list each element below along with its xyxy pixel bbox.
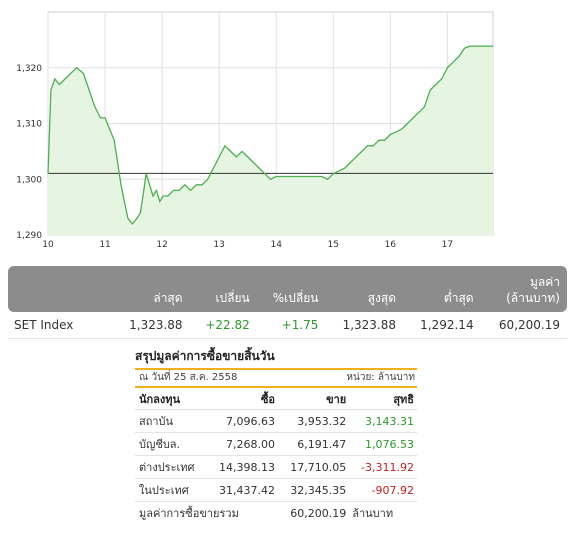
investor-total-label: มูลค่าการซื้อขายรวม [139,507,239,520]
summary-value: 60,200.19 [480,312,567,339]
investor-col-net: สุทธิ [349,389,417,410]
summary-header-name [8,266,112,312]
index-line [47,45,493,225]
y-tick-label: 1,290 [16,231,42,241]
x-tick-label: 16 [385,240,397,250]
investor-sell: 32,345.35 [278,478,350,502]
summary-header-value: มูลค่า (ล้านบาท) [480,266,567,312]
area-fill [48,46,493,235]
investor-buy: 7,096.63 [206,409,279,433]
investor-row: ในประเทศ 31,437.42 32,345.35 -907.92 [135,478,417,502]
investor-net: -3,311.92 [349,455,417,479]
summary-pct-change: +1.75 [256,312,326,339]
summary-header-low: ต่ำสุด [403,266,481,312]
summary-header-row: ล่าสุด เปลี่ยน %เปลี่ยน สูงสุด ต่ำสุด มู… [8,266,567,312]
investor-col-type: นักลงทุน [135,389,207,410]
summary-header-change: เปลี่ยน [189,266,257,312]
investor-total-row: มูลค่าการซื้อขายรวม 60,200.19 ล้านบาท [135,502,417,525]
investor-buy: 14,398.13 [206,455,279,479]
summary-header-value-line1: มูลค่า [529,275,560,289]
y-tick-label: 1,320 [16,64,42,74]
x-tick-label: 11 [99,240,110,250]
summary-header-pct-change: %เปลี่ยน [256,266,326,312]
summary-last: 1,323.88 [112,312,190,339]
set-index-summary-table: ล่าสุด เปลี่ยน %เปลี่ยน สูงสุด ต่ำสุด มู… [8,266,567,339]
investor-row: บัญชีบล. 7,268.00 6,191.47 1,076.53 [135,432,417,456]
x-tick-label: 12 [156,240,167,250]
summary-header-high: สูงสุด [325,266,404,312]
y-tick-label: 1,300 [16,175,42,185]
investor-buy: 7,268.00 [206,432,279,456]
summary-index-name[interactable]: SET Index [8,312,112,339]
summary-change: +22.82 [189,312,257,339]
investor-total-unit: ล้านบาท [352,507,394,520]
x-tick-label: 17 [442,240,453,250]
x-tick-label: 15 [328,240,339,250]
investor-col-sell: ขาย [278,389,350,410]
investor-table: นักลงทุน ซื้อ ขาย สุทธิ สถาบัน 7,096.63 … [135,389,417,524]
investor-total-value: 60,200.19 [290,506,347,520]
investor-header-row: นักลงทุน ซื้อ ขาย สุทธิ [135,389,417,410]
summary-header-last: ล่าสุด [112,266,190,312]
summary-row-set-index: SET Index 1,323.88 +22.82 +1.75 1,323.88… [8,312,567,339]
investor-summary-meta: ณ วันที่ 25 ส.ค. 2558 หน่วย: ล้านบาท [135,368,417,388]
investor-sell: 6,191.47 [278,432,350,456]
investor-net: -907.92 [349,478,417,502]
x-tick-label: 14 [270,240,282,250]
y-tick-label: 1,310 [16,120,42,130]
investor-type: ในประเทศ [135,478,207,502]
investor-col-buy: ซื้อ [206,389,279,410]
investor-type: สถาบัน [135,409,207,433]
investor-buy: 31,437.42 [206,478,279,502]
investor-summary-date: ณ วันที่ 25 ส.ค. 2558 [139,372,238,383]
summary-header-value-line2: (ล้านบาท) [506,291,560,305]
index-line-chart: 1,290 1,300 1,310 1,320 10 11 12 13 14 15 16 17 [16,11,494,250]
investor-row: สถาบัน 7,096.63 3,953.32 3,143.31 [135,409,417,433]
investor-net: 1,076.53 [349,432,417,456]
investor-type: ต่างประเทศ [135,455,207,479]
investor-sell: 17,710.05 [278,455,350,479]
investor-row: ต่างประเทศ 14,398.13 17,710.05 -3,311.92 [135,455,417,479]
investor-sell: 3,953.32 [278,409,350,433]
x-tick-label: 13 [213,240,224,250]
index-chart: 1,290 1,300 1,310 1,320 10 11 12 13 14 15 16 17 [0,0,571,258]
x-tick-label: 10 [42,240,54,250]
summary-high: 1,323.88 [325,312,404,339]
summary-low: 1,292.14 [403,312,481,339]
investor-net: 3,143.31 [349,409,417,433]
investor-summary-title: สรุปมูลค่าการซื้อขายสิ้นวัน [135,349,275,363]
investor-type: บัญชีบล. [135,432,207,456]
investor-trading-summary: สรุปมูลค่าการซื้อขายสิ้นวัน ณ วันที่ 25 … [127,341,417,527]
investor-summary-unit: หน่วย: ล้านบาท [346,372,415,383]
